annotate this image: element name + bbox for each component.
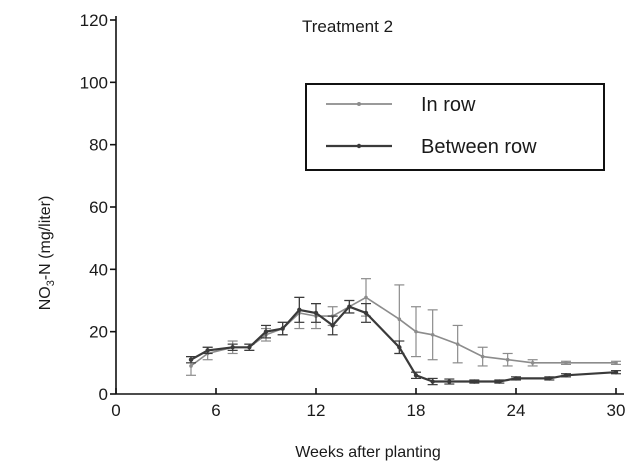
data-point xyxy=(513,376,519,381)
y-tick-label: 60 xyxy=(89,198,108,217)
legend-label-in-row: In row xyxy=(421,94,476,116)
x-axis-label: Weeks after planting xyxy=(295,444,441,461)
chart-title: Treatment 2 xyxy=(302,17,393,36)
data-point xyxy=(455,342,460,346)
data-point xyxy=(613,369,619,375)
y-tick-label: 40 xyxy=(89,260,108,279)
data-point xyxy=(297,307,302,313)
x-tick-label: 12 xyxy=(307,401,326,420)
x-tick-label: 6 xyxy=(211,401,220,420)
data-point xyxy=(263,329,269,334)
data-point xyxy=(280,326,285,331)
legend: In row Between row xyxy=(305,83,605,171)
x-tick-label: 0 xyxy=(111,401,120,420)
data-point xyxy=(505,357,510,362)
y-tick-label: 100 xyxy=(80,73,108,92)
x-tick-label: 30 xyxy=(607,401,626,420)
data-point xyxy=(414,329,418,334)
data-point xyxy=(188,357,194,362)
y-axis-label: NO3-N (mg/liter) xyxy=(37,196,57,311)
data-point xyxy=(330,323,335,328)
data-point xyxy=(413,373,419,378)
data-point xyxy=(447,379,452,384)
legend-marker-between-row xyxy=(356,143,362,149)
legend-marker-in-row xyxy=(357,102,361,106)
data-point xyxy=(364,295,368,300)
axes xyxy=(115,16,624,395)
x-tick-label: 18 xyxy=(407,401,426,420)
data-point xyxy=(480,354,485,359)
data-point xyxy=(189,364,193,368)
data-point xyxy=(230,345,235,350)
data-point xyxy=(397,317,402,322)
data-point xyxy=(347,304,352,309)
series-between-row xyxy=(186,296,621,386)
y-tick-label: 20 xyxy=(89,323,108,342)
series-in-row xyxy=(186,278,621,376)
data-point xyxy=(563,373,569,378)
data-point xyxy=(430,379,435,384)
data-point xyxy=(614,361,618,365)
data-point xyxy=(547,376,552,381)
data-point xyxy=(497,379,502,384)
data-point xyxy=(472,379,477,384)
y-tick-label: 0 xyxy=(99,385,108,404)
y-tick-label: 80 xyxy=(89,136,108,155)
legend-box xyxy=(305,83,605,171)
legend-label-between-row: Between row xyxy=(421,136,537,158)
data-point xyxy=(397,345,402,350)
data-point xyxy=(205,348,210,353)
ticks: 0 20 40 60 80 100 120 0 6 12 18 24 30 xyxy=(80,11,626,420)
y-tick-label: 120 xyxy=(80,11,108,30)
data-point xyxy=(564,361,568,365)
x-tick-label: 24 xyxy=(507,401,526,420)
series xyxy=(186,278,621,386)
data-point xyxy=(530,361,535,365)
data-point xyxy=(247,345,252,350)
data-point xyxy=(430,332,435,337)
data-point xyxy=(363,310,369,316)
data-point xyxy=(313,310,319,316)
